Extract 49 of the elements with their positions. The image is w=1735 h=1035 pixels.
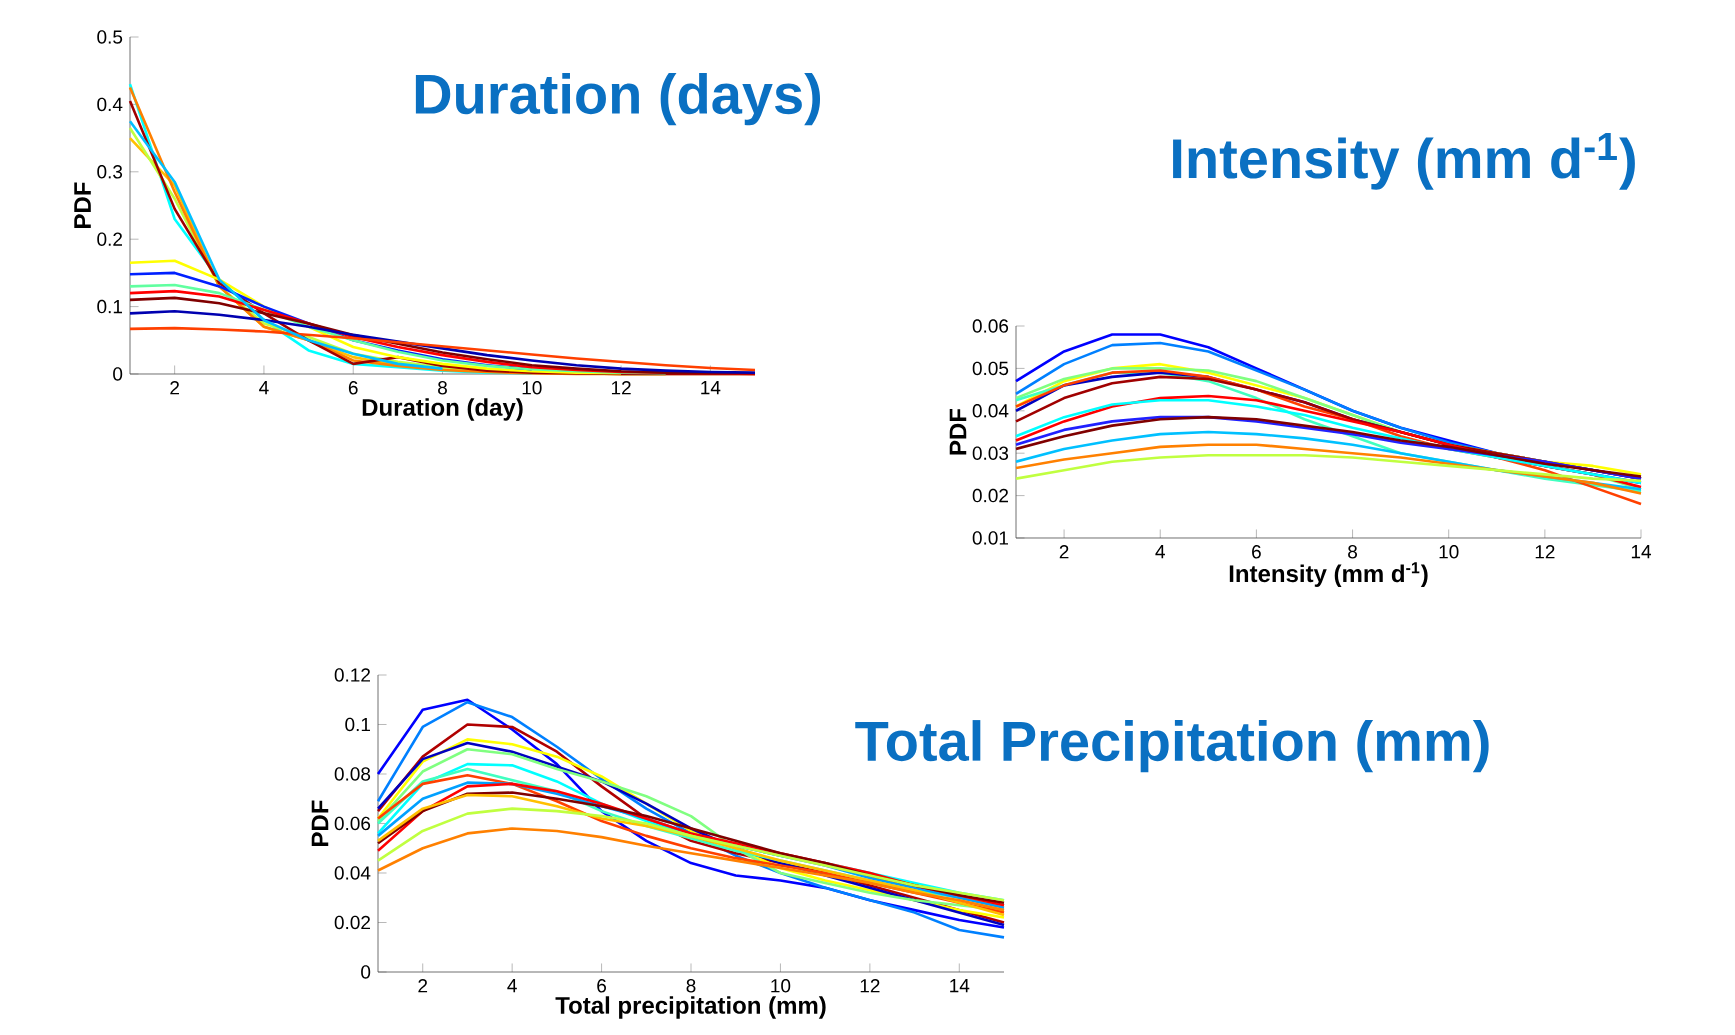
- x-axis-title: Intensity (mm d$^{-1}$): [1229, 562, 1428, 587]
- text: Total Precipitation (mm): [855, 720, 1489, 773]
- x-tick-label: 12: [1535, 545, 1555, 559]
- y-tick-label: 0: [361, 965, 371, 979]
- y-tick-label: 0.4: [97, 97, 123, 112]
- y-tick-label: 0.08: [334, 767, 371, 781]
- x-tick-label: 2: [1059, 545, 1069, 559]
- x-tick-label: 6: [1252, 545, 1261, 559]
- x-tick-label: 14: [1631, 545, 1652, 559]
- x-tick-label: 2: [418, 979, 428, 993]
- y-tick-label: 0.5: [97, 30, 123, 44]
- y-tick-label: 0.12: [334, 668, 370, 682]
- y-tick-label: 0.1: [97, 299, 122, 314]
- y-tick-label: 0.3: [97, 165, 123, 179]
- x-tick-label: 10: [771, 979, 791, 993]
- y-tick-label: 0.06: [972, 319, 1009, 333]
- y-tick-label: 0.06: [334, 816, 371, 831]
- y-tick-label: 0.02: [972, 488, 1008, 503]
- y-tick-label: 0: [113, 367, 123, 381]
- x-axis-title: Total precipitation (mm): [555, 996, 826, 1019]
- text: Duration (days): [415, 73, 821, 126]
- chart-title: Intensity (mm d$^{-1}$): [1173, 133, 1635, 190]
- y-tick-label: 0.2: [97, 232, 122, 246]
- x-tick-label: 14: [950, 979, 970, 993]
- x-tick-label: 4: [259, 381, 269, 395]
- y-tick-label: 0.05: [972, 361, 1009, 376]
- y-axis-title: PDF: [311, 800, 329, 846]
- x-tick-label: 6: [348, 381, 358, 395]
- x-tick-label: 12: [611, 381, 631, 395]
- y-axis-title: PDF: [74, 182, 91, 228]
- y-tick-label: 0.02: [334, 915, 370, 930]
- x-tick-label: 6: [597, 979, 607, 993]
- x-tick-label: 10: [1439, 545, 1459, 559]
- x-tick-label: 14: [701, 381, 721, 395]
- y-tick-label: 0.04: [334, 866, 371, 880]
- x-tick-label: 10: [522, 381, 542, 395]
- x-tick-label: 12: [860, 979, 880, 993]
- x-tick-label: 4: [1155, 545, 1165, 559]
- y-tick-label: 0.01: [972, 531, 1008, 545]
- y-axis-title: PDF: [949, 408, 967, 455]
- x-tick-label: 4: [507, 979, 517, 993]
- y-tick-label: 0.04: [972, 404, 1009, 418]
- x-axis-title: Duration (day): [362, 398, 523, 421]
- x-tick-label: 2: [170, 381, 179, 395]
- x-tick-label: 8: [438, 381, 447, 395]
- y-tick-label: 0.1: [345, 717, 370, 732]
- x-tick-label: 8: [686, 979, 696, 993]
- x-tick-label: 8: [1348, 545, 1358, 559]
- y-tick-label: 0.03: [972, 446, 1009, 460]
